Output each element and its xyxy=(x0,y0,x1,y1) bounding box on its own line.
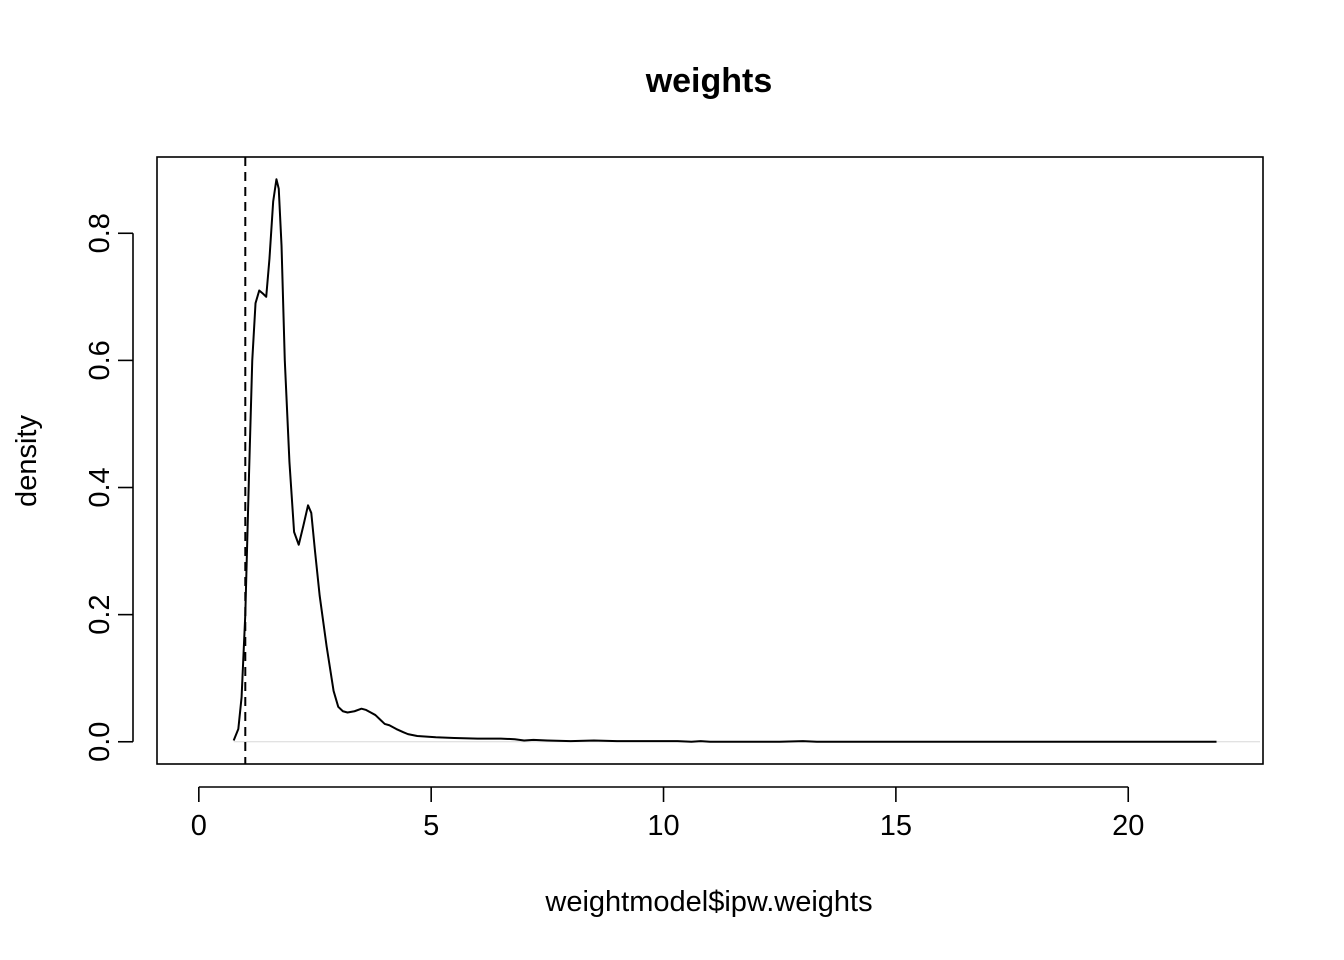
x-tick-label: 0 xyxy=(191,810,207,842)
y-tick-label: 0.6 xyxy=(84,340,116,380)
y-axis: 0.0 0.2 0.4 0.6 0.8 xyxy=(84,213,134,762)
x-axis-label: weightmodel$ipw.weights xyxy=(544,886,872,918)
density-curve xyxy=(232,178,1217,743)
y-tick-label: 0.2 xyxy=(84,594,116,634)
y-axis-label: density xyxy=(11,415,43,507)
x-tick-label: 5 xyxy=(423,810,439,842)
chart-title: weights xyxy=(645,62,773,100)
y-tick-label: 0.4 xyxy=(84,467,116,507)
x-tick-label: 20 xyxy=(1112,810,1144,842)
y-tick-label: 0.0 xyxy=(84,722,116,762)
x-axis: 0 5 10 15 20 xyxy=(191,786,1144,842)
x-tick-label: 15 xyxy=(880,810,912,842)
plot-frame xyxy=(156,156,1264,765)
y-tick-label: 0.8 xyxy=(84,213,116,253)
x-tick-label: 10 xyxy=(647,810,679,842)
